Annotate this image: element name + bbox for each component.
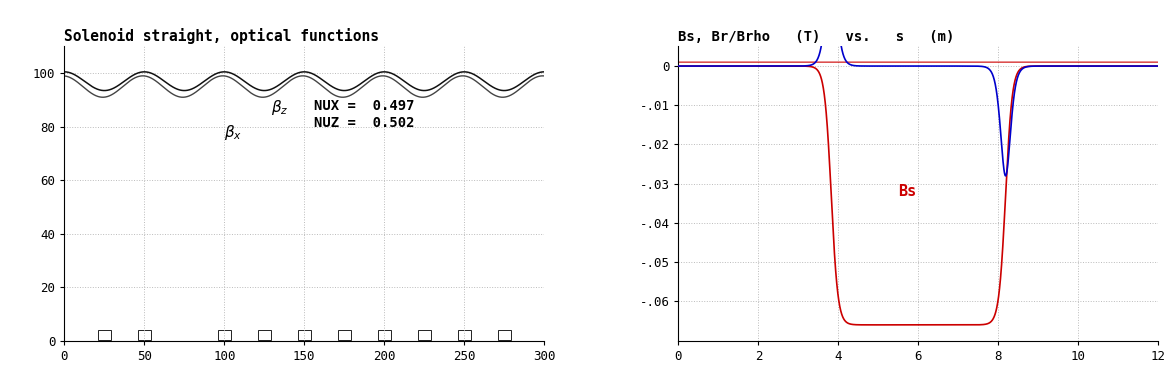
Bar bbox=[298, 330, 311, 340]
Bar bbox=[497, 330, 510, 340]
Bar bbox=[338, 330, 351, 340]
Bar bbox=[378, 330, 391, 340]
Bar bbox=[98, 330, 111, 340]
Bar bbox=[138, 330, 151, 340]
Text: Bs, Br/Brho   (T)   vs.   s   (m): Bs, Br/Brho (T) vs. s (m) bbox=[679, 30, 955, 44]
Text: NUX =  0.497
NUZ =  0.502: NUX = 0.497 NUZ = 0.502 bbox=[314, 99, 414, 130]
Bar bbox=[418, 330, 431, 340]
Bar bbox=[218, 330, 230, 340]
Bar bbox=[257, 330, 270, 340]
Bar bbox=[457, 330, 470, 340]
Text: Bs: Bs bbox=[899, 184, 916, 199]
Text: $\beta_x$: $\beta_x$ bbox=[225, 123, 242, 142]
Text: $\beta_z$: $\beta_z$ bbox=[270, 98, 288, 117]
Text: Solenoid straight, optical functions: Solenoid straight, optical functions bbox=[64, 28, 379, 44]
